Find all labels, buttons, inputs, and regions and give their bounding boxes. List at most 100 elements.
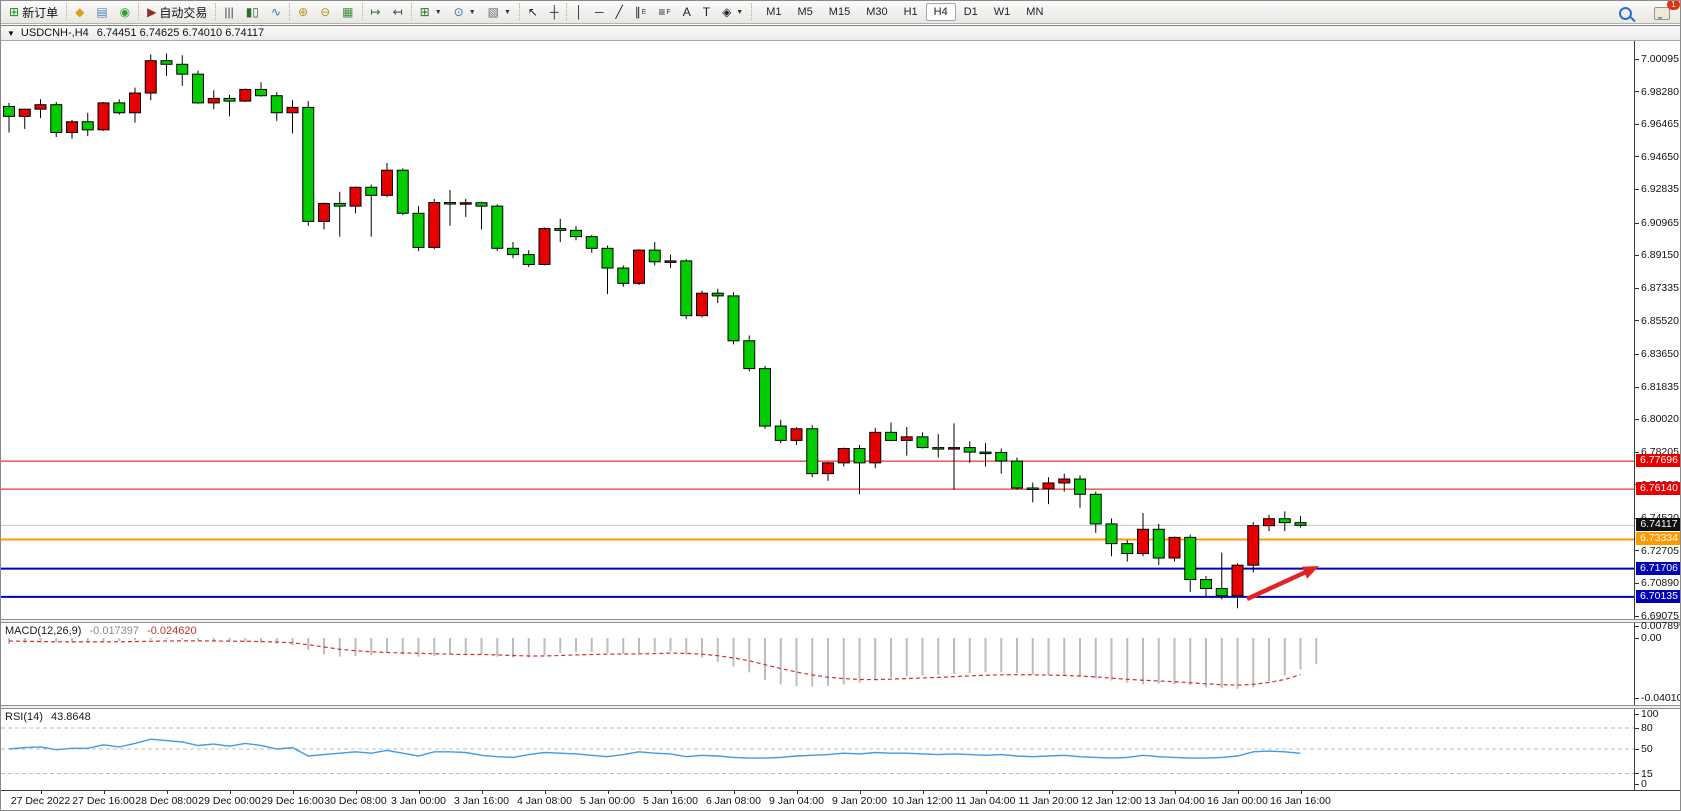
shapes-button[interactable]: ◈ ▼ [717, 2, 748, 23]
equidistant-channel-icon: ∥ [634, 5, 641, 19]
timeframe-d1[interactable]: D1 [963, 6, 978, 18]
candlestick-plot[interactable] [1, 41, 1634, 619]
time-tick [922, 791, 924, 794]
templates-button[interactable]: ▧ ▼ [483, 2, 516, 23]
candle-body [1278, 518, 1291, 524]
horizontal-line-button[interactable]: ─ [590, 2, 609, 23]
search-button[interactable] [1614, 3, 1637, 24]
candle-body [963, 447, 976, 453]
candle-body [885, 431, 897, 441]
candle-body [601, 247, 614, 269]
time-label: 9 Jan 04:00 [769, 795, 824, 807]
new-chart-dropdown-icon[interactable]: ▼ [434, 8, 442, 16]
macd-axis-tick: 0.007899 [1635, 620, 1680, 632]
timeframe-h1[interactable]: H1 [903, 6, 918, 18]
new-order-button[interactable]: ⊞ 新订单 [4, 2, 63, 23]
signals-button[interactable]: ◉ [115, 2, 135, 23]
rsi-panel[interactable]: RSI(14) 43.8648 100 80 50 15 0 [1, 708, 1680, 790]
chart-menu-icon[interactable]: ▼ [7, 28, 15, 38]
auto-scroll-button[interactable]: ↦ [366, 2, 386, 23]
macd-axis-tick: 0.00 [1635, 632, 1661, 644]
line-chart-button[interactable]: ∿ [266, 2, 286, 23]
candle-body [759, 368, 771, 427]
candle-body [633, 249, 645, 284]
time-label: 13 Jan 04:00 [1144, 795, 1205, 807]
candle-body [50, 104, 63, 134]
timeframe-m5[interactable]: M5 [797, 6, 813, 18]
candle-body [1074, 478, 1086, 495]
tile-windows-button[interactable]: ▦ [337, 2, 358, 23]
trendline-button[interactable]: ╱ [611, 2, 628, 23]
timeframe-m15[interactable]: M15 [828, 6, 851, 18]
macd-panel[interactable]: MACD(12,26,9) -0.017397 -0.024620 0.0078… [1, 620, 1680, 705]
crosshair-icon: ┼ [549, 5, 559, 19]
macd-signal-value: -0.024620 [147, 625, 197, 637]
text-button[interactable]: A [678, 2, 696, 23]
time-tick [1237, 791, 1239, 794]
new-chart-button[interactable]: ⊞ ▼ [415, 2, 447, 23]
new-order-icon: ⊞ [9, 5, 20, 19]
trend-arrow-head[interactable] [1301, 566, 1319, 579]
time-label: 3 Jan 16:00 [454, 795, 509, 807]
zoom-out-button[interactable]: ⊖ [315, 2, 335, 23]
time-label: 3 Jan 00:00 [391, 795, 446, 807]
time-tick [40, 791, 42, 794]
time-label: 9 Jan 20:00 [832, 795, 887, 807]
price-tick: 6.85520 [1635, 315, 1679, 327]
chart-window: ▼ USDCNH-,H4 6.74451 6.74625 6.74010 6.7… [1, 24, 1680, 810]
candle-body [932, 447, 945, 450]
price-tick: 6.81835 [1635, 381, 1679, 393]
timeframe-m1[interactable]: M1 [766, 6, 782, 18]
equidistant-channel-button[interactable]: ∥ E [630, 2, 652, 23]
rsi-label-row: RSI(14) 43.8648 [5, 711, 91, 723]
templates-dropdown-icon[interactable]: ▼ [503, 8, 511, 16]
trend-arrow-line[interactable] [1246, 568, 1310, 602]
vertical-line-button[interactable]: │ [570, 2, 588, 23]
profiles-button[interactable]: ⊙ ▼ [449, 2, 481, 23]
bar-chart-button[interactable]: ||| [219, 2, 238, 23]
rsi-axis-tick: 0 [1635, 778, 1647, 790]
macd-plot [8, 638, 1318, 689]
timeframe-h4[interactable]: H4 [925, 3, 956, 21]
panel-splitter[interactable] [1, 619, 1680, 623]
terminal-button[interactable]: ▤ [91, 2, 112, 23]
time-tick [481, 791, 483, 794]
timeframe-m30[interactable]: M30 [866, 6, 888, 18]
price-tick: 6.83650 [1635, 348, 1679, 360]
price-tick: 6.98280 [1635, 86, 1679, 98]
toolbar-separator [289, 3, 291, 20]
text-label-button[interactable]: T [698, 2, 715, 23]
fibonacci-icon: ≡ [658, 5, 666, 19]
candle-body [774, 425, 787, 441]
candlestick-chart-button[interactable]: ▮▯ [241, 2, 264, 23]
candle-body [837, 447, 850, 464]
candle-body [333, 202, 346, 207]
chart-shift-button[interactable]: ↤ [388, 2, 408, 23]
crosshair-button[interactable]: ┼ [545, 2, 564, 23]
autotrading-button[interactable]: ▶ 自动交易 [142, 2, 212, 23]
profiles-dropdown-icon[interactable]: ▼ [468, 8, 476, 16]
time-axis[interactable]: 27 Dec 2022 27 Dec 16:00 28 Dec 08:00 29 De… [1, 790, 1680, 810]
candle-body [381, 169, 393, 196]
time-tick [733, 791, 735, 794]
candle-body [1026, 487, 1039, 490]
macd-main-value: -0.017397 [89, 625, 140, 637]
notifications-button[interactable]: 1 [1649, 1, 1680, 24]
zoom-in-button[interactable]: ⊕ [293, 2, 313, 23]
timeframe-w1[interactable]: W1 [993, 6, 1011, 18]
toolbar-separator [361, 3, 363, 20]
candle-body [995, 451, 1008, 462]
candle-body [948, 447, 960, 450]
panel-splitter[interactable] [1, 705, 1680, 709]
shapes-dropdown-icon[interactable]: ▼ [736, 8, 744, 16]
main-price-panel[interactable]: 7.00095 6.98280 6.96465 6.94650 6.92835 6.909… [1, 41, 1680, 622]
macd-signal-line [8, 640, 1301, 686]
fibonacci-button[interactable]: ≡ F [653, 2, 675, 23]
cursor-button[interactable]: ↖ [523, 2, 543, 23]
new-order-label: 新订单 [22, 5, 59, 20]
current-price-tag: 6.74117 [1636, 518, 1680, 532]
timeframe-mn[interactable]: MN [1026, 6, 1044, 18]
candle-body [270, 95, 283, 114]
chart-object-button[interactable]: ◆ [70, 2, 89, 23]
candle-body [81, 121, 94, 131]
